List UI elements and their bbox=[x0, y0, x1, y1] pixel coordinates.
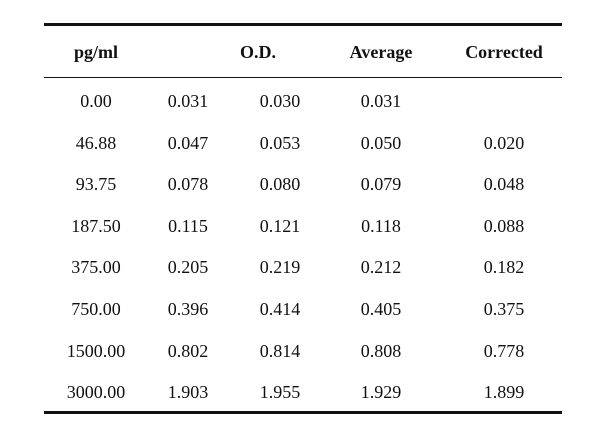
table-top-rule bbox=[44, 23, 562, 26]
table-row: 187.50 0.115 0.121 0.118 0.088 bbox=[44, 203, 562, 245]
cell-od2: 0.080 bbox=[259, 174, 301, 195]
cell-od1: 0.396 bbox=[167, 298, 209, 319]
cell-od2: 0.414 bbox=[259, 298, 301, 319]
table-bottom-rule bbox=[44, 410, 562, 414]
cell-od2: 0.814 bbox=[259, 340, 301, 361]
table-header-row: pg/ml O.D. Average Corrected bbox=[44, 26, 562, 77]
cell-corrected: 0.048 bbox=[483, 174, 525, 195]
cell-average: 1.929 bbox=[360, 382, 402, 403]
cell-od2: 0.121 bbox=[259, 215, 301, 236]
cell-od2: 0.030 bbox=[259, 91, 301, 111]
cell-average: 0.405 bbox=[360, 298, 402, 319]
cell-conc: 0.00 bbox=[80, 91, 112, 111]
cell-od1: 0.802 bbox=[167, 340, 209, 361]
cell-conc: 3000.00 bbox=[66, 382, 126, 403]
cell-corrected: 0.088 bbox=[483, 215, 525, 236]
header-average: Average bbox=[349, 42, 413, 62]
cell-od2: 1.955 bbox=[259, 382, 301, 403]
cell-average: 0.050 bbox=[360, 132, 402, 153]
cell-conc: 375.00 bbox=[71, 257, 121, 278]
table-row: 375.00 0.205 0.219 0.212 0.182 bbox=[44, 244, 562, 286]
cell-od2: 0.053 bbox=[259, 132, 301, 153]
table-row: 1500.00 0.802 0.814 0.808 0.778 bbox=[44, 328, 562, 370]
cell-corrected: 0.778 bbox=[483, 340, 525, 361]
cell-average: 0.031 bbox=[360, 91, 402, 111]
cell-od1: 1.903 bbox=[167, 382, 209, 403]
table-body: 0.00 0.031 0.030 0.031 46.88 0.047 0.053… bbox=[44, 78, 562, 411]
table-row: 93.75 0.078 0.080 0.079 0.048 bbox=[44, 161, 562, 203]
cell-corrected: 0.020 bbox=[483, 132, 525, 153]
cell-od1: 0.205 bbox=[167, 257, 209, 278]
cell-corrected: 1.899 bbox=[483, 382, 525, 403]
cell-conc: 750.00 bbox=[71, 298, 121, 319]
data-table: pg/ml O.D. Average Corrected 0.00 0.031 … bbox=[44, 23, 562, 414]
cell-conc: 187.50 bbox=[71, 215, 121, 236]
cell-conc: 1500.00 bbox=[66, 340, 126, 361]
cell-conc: 46.88 bbox=[75, 132, 117, 153]
table-row: 46.88 0.047 0.053 0.050 0.020 bbox=[44, 120, 562, 162]
header-corrected: Corrected bbox=[465, 42, 543, 62]
cell-od1: 0.047 bbox=[167, 132, 209, 153]
cell-corrected: 0.182 bbox=[483, 257, 525, 278]
cell-od1: 0.115 bbox=[168, 215, 208, 236]
table-header-rule bbox=[44, 77, 562, 78]
cell-od2: 0.219 bbox=[259, 257, 301, 278]
table-row: 750.00 0.396 0.414 0.405 0.375 bbox=[44, 286, 562, 328]
header-conc: pg/ml bbox=[73, 42, 118, 62]
cell-average: 0.079 bbox=[360, 174, 402, 195]
table-row: 3000.00 1.903 1.955 1.929 1.899 bbox=[44, 369, 562, 411]
cell-od1: 0.078 bbox=[167, 174, 209, 195]
header-od: O.D. bbox=[240, 42, 276, 62]
cell-od1: 0.031 bbox=[167, 91, 209, 111]
cell-average: 0.808 bbox=[360, 340, 402, 361]
cell-average: 0.212 bbox=[360, 257, 402, 278]
cell-average: 0.118 bbox=[361, 215, 401, 236]
cell-corrected: 0.375 bbox=[483, 298, 525, 319]
cell-conc: 93.75 bbox=[75, 174, 117, 195]
table-row: 0.00 0.031 0.030 0.031 bbox=[44, 78, 562, 120]
